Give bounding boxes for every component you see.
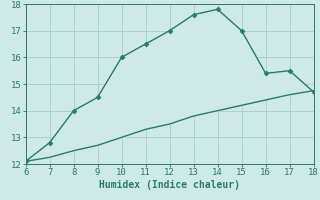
X-axis label: Humidex (Indice chaleur): Humidex (Indice chaleur): [99, 180, 240, 190]
